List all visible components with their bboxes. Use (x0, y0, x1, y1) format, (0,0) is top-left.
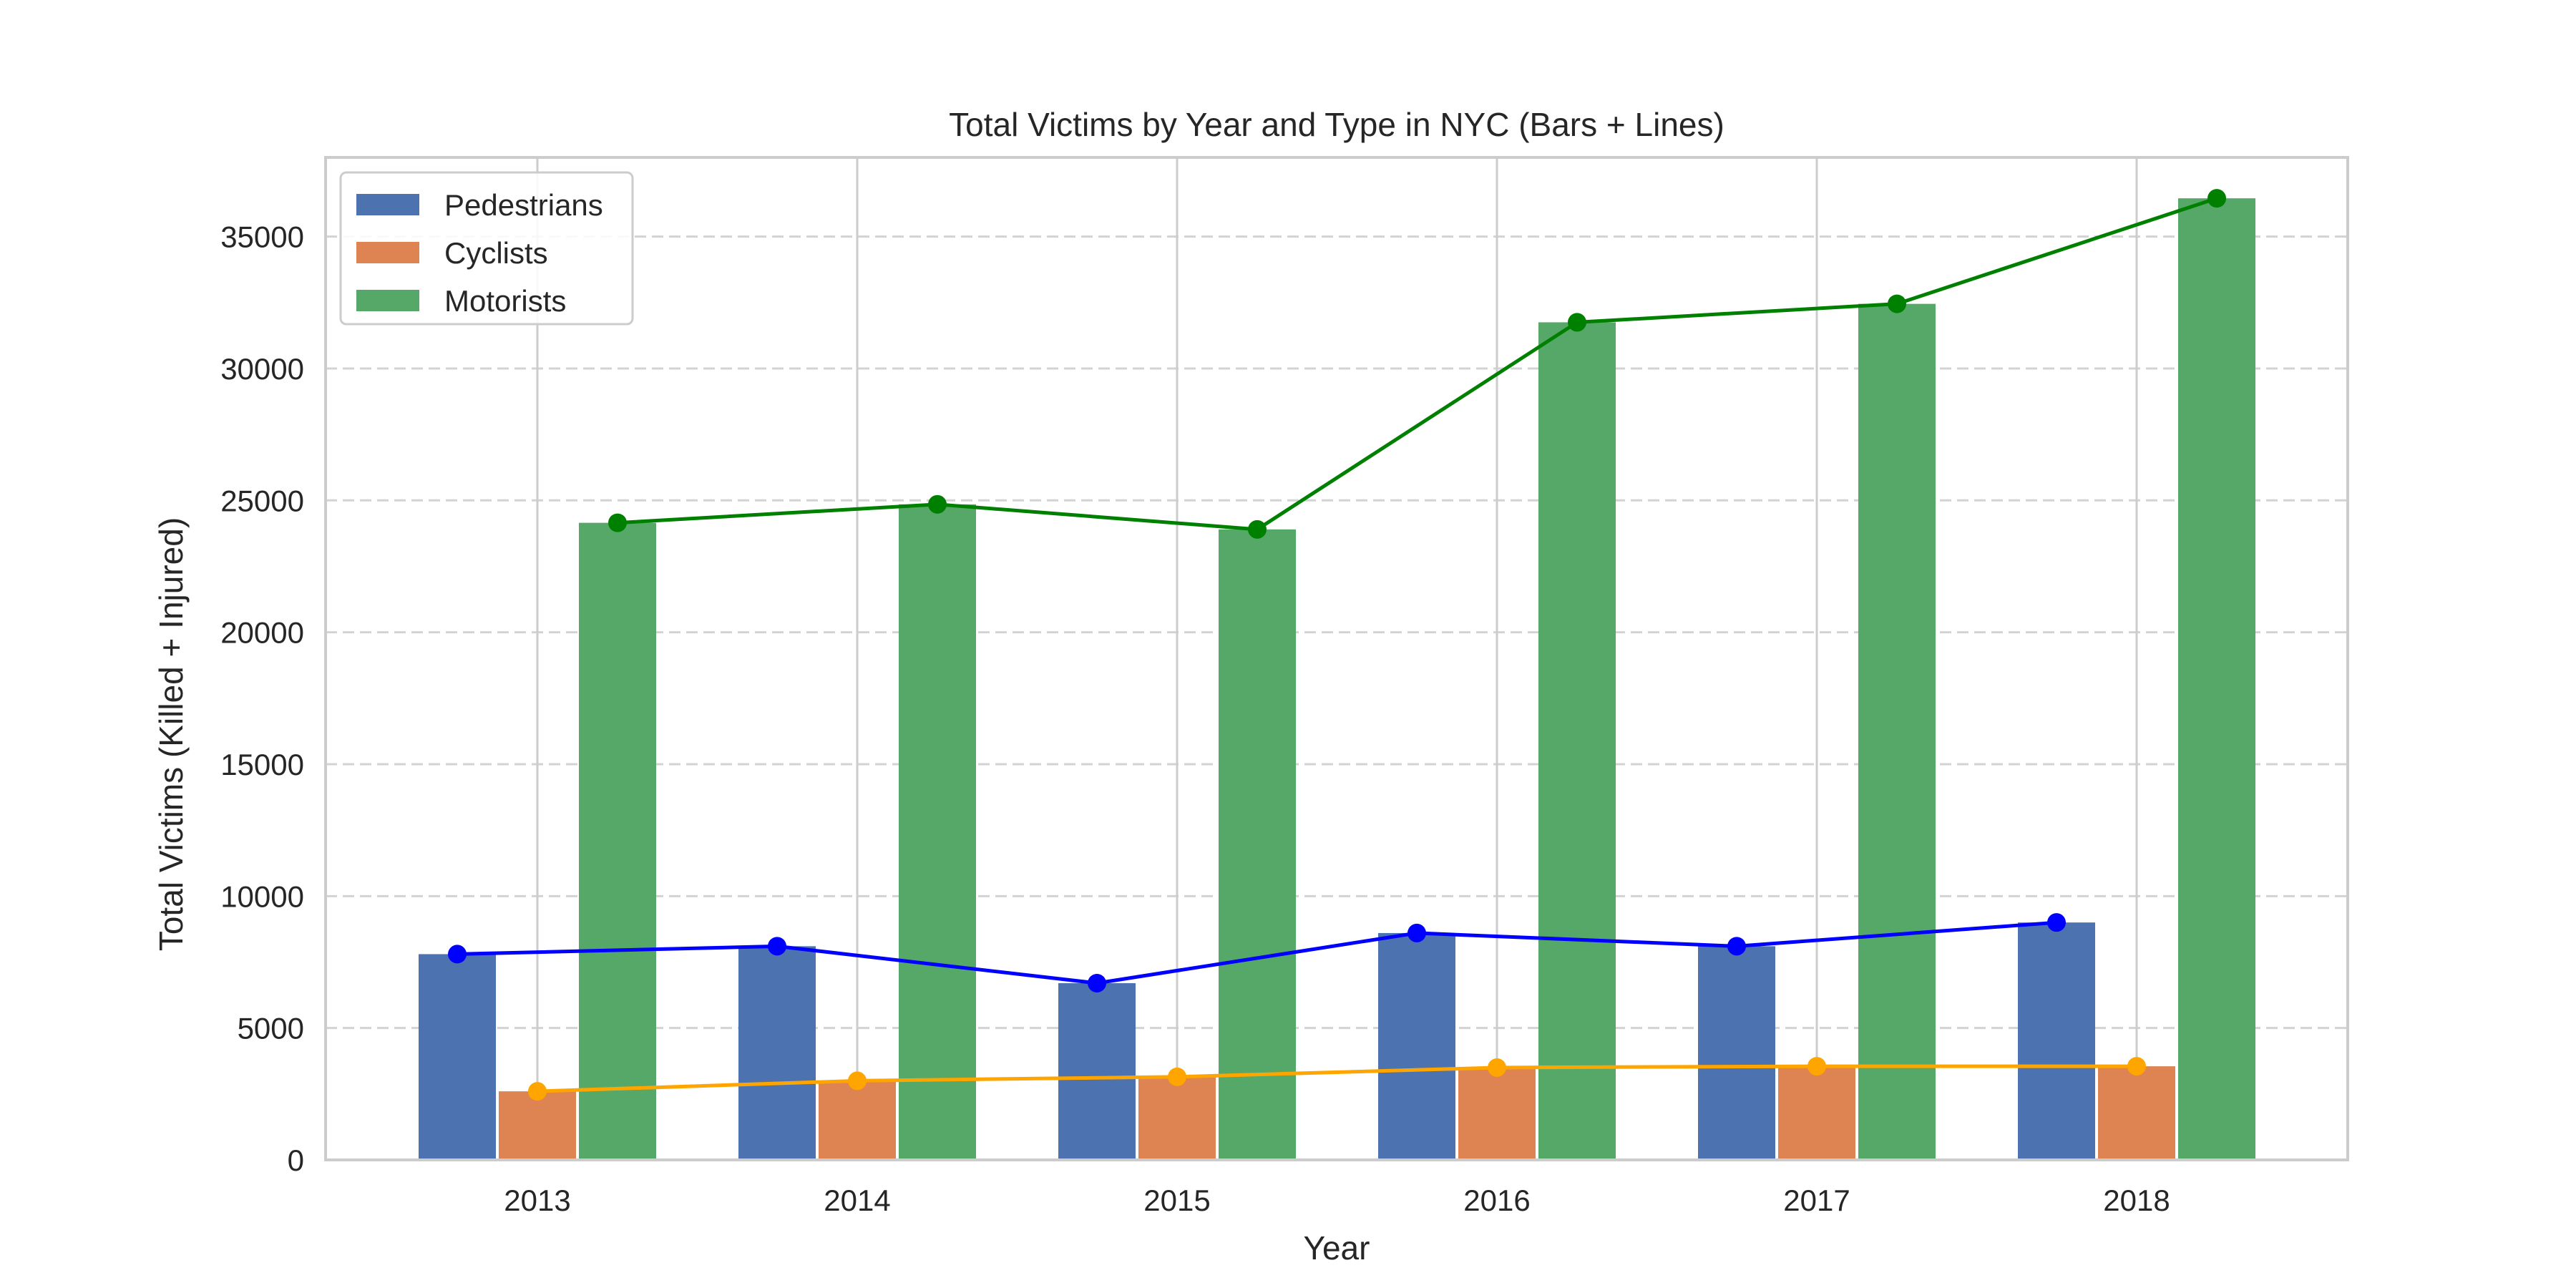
legend: Pedestrians Cyclists Motorists (339, 171, 634, 326)
y-axis-label: Total Victims (Killed + Injured) (152, 517, 190, 951)
x-tick-label: 2013 (504, 1184, 570, 1217)
bar-cyclists-2015 (1138, 1076, 1216, 1160)
line-cyclists (537, 1064, 2137, 1093)
point-cyclists-2014 (848, 1071, 867, 1091)
y-tick-label: 25000 (220, 484, 304, 517)
y-tick-label: 0 (288, 1143, 304, 1177)
x-tick-label: 2016 (1463, 1184, 1530, 1217)
legend-label-motorists: Motorists (444, 284, 566, 318)
bars-group (419, 198, 2255, 1161)
point-pedestrians-2018 (2047, 913, 2066, 932)
point-cyclists-2013 (528, 1082, 547, 1101)
y-tick-label: 30000 (220, 352, 304, 386)
legend-swatch-motorists (356, 290, 419, 311)
point-motorists-2014 (928, 494, 947, 514)
grid-lines (326, 157, 2348, 1160)
chart-title: Total Victims by Year and Type in NYC (B… (949, 106, 1724, 143)
point-cyclists-2015 (1168, 1067, 1186, 1086)
legend-label-cyclists: Cyclists (444, 236, 548, 270)
y-tick-labels: 0 5000 10000 15000 20000 25000 30000 35000 (220, 220, 304, 1177)
point-cyclists-2018 (2127, 1057, 2146, 1076)
point-cyclists-2016 (1488, 1058, 1506, 1077)
line-pedestrians (457, 920, 2057, 985)
y-tick-label: 10000 (220, 879, 304, 913)
point-pedestrians-2016 (1407, 923, 1426, 942)
bar-cyclists-2014 (819, 1080, 896, 1160)
point-motorists-2013 (608, 513, 627, 532)
point-pedestrians-2015 (1088, 973, 1106, 992)
bar-cyclists-2016 (1458, 1067, 1536, 1160)
bar-cyclists-2013 (499, 1091, 576, 1160)
bar-pedestrians-2018 (2018, 922, 2095, 1160)
point-motorists-2017 (1888, 294, 1906, 313)
y-tick-label: 5000 (238, 1012, 304, 1045)
point-cyclists-2017 (1807, 1057, 1826, 1076)
point-pedestrians-2017 (1727, 937, 1746, 956)
point-motorists-2018 (2207, 189, 2226, 208)
bar-motorists-2014 (899, 504, 976, 1160)
x-tick-label: 2017 (1783, 1184, 1850, 1217)
x-axis-label: Year (1304, 1229, 1370, 1267)
x-tick-label: 2015 (1143, 1184, 1210, 1217)
point-motorists-2015 (1248, 519, 1267, 539)
lines-group (448, 189, 2226, 1101)
legend-swatch-pedestrians (356, 194, 419, 215)
bar-pedestrians-2014 (738, 946, 816, 1160)
y-tick-label: 20000 (220, 616, 304, 650)
point-pedestrians-2014 (768, 937, 786, 956)
bar-cyclists-2017 (1778, 1066, 1855, 1160)
bar-motorists-2018 (2178, 198, 2255, 1161)
line-motorists (617, 196, 2218, 532)
x-tick-labels: 2013 2014 2015 2016 2017 2018 (504, 1184, 2170, 1217)
bar-motorists-2013 (579, 522, 656, 1160)
x-tick-label: 2018 (2103, 1184, 2170, 1217)
bar-motorists-2016 (1538, 322, 1616, 1161)
legend-label-pedestrians: Pedestrians (444, 188, 603, 222)
point-motorists-2016 (1568, 313, 1586, 332)
legend-swatch-cyclists (356, 242, 419, 263)
bar-cyclists-2018 (2098, 1066, 2175, 1160)
bar-pedestrians-2016 (1378, 932, 1455, 1160)
bar-motorists-2017 (1858, 303, 1936, 1160)
bar-pedestrians-2015 (1058, 982, 1136, 1160)
bar-pedestrians-2017 (1698, 946, 1775, 1160)
point-pedestrians-2013 (448, 945, 467, 964)
x-tick-label: 2014 (824, 1184, 890, 1217)
y-tick-label: 35000 (220, 220, 304, 254)
plot-frame (324, 156, 2349, 1161)
bar-motorists-2015 (1219, 529, 1296, 1160)
y-tick-label: 15000 (220, 748, 304, 781)
bar-pedestrians-2013 (419, 954, 496, 1160)
